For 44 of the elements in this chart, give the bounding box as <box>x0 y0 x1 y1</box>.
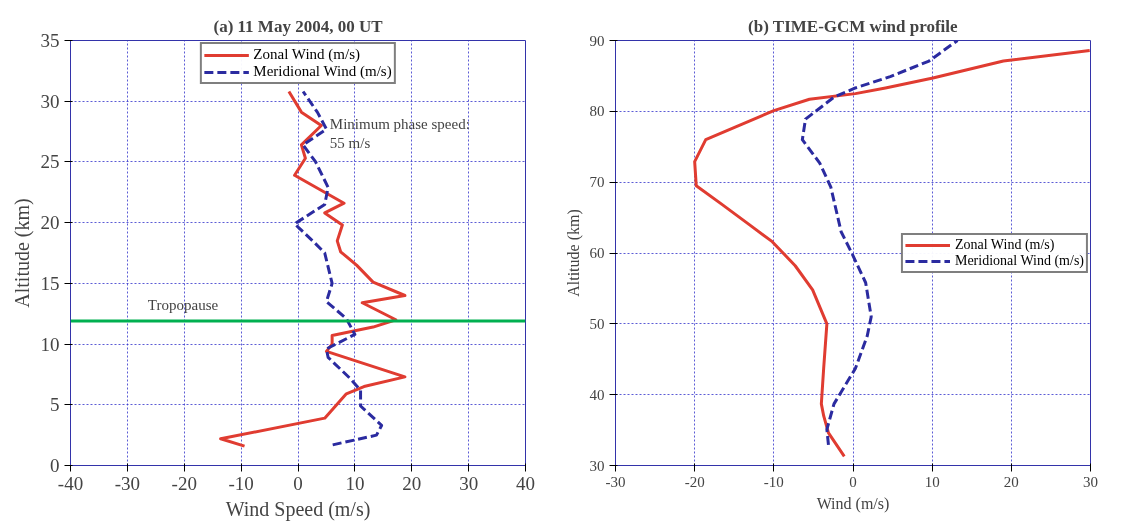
legend-label: Meridional Wind (m/s) <box>954 252 1084 269</box>
x-tick-label: -10 <box>228 472 254 494</box>
x-tick-label: 20 <box>402 472 422 494</box>
x-tick-label: 10 <box>924 473 940 490</box>
y-tick-label: 0 <box>50 455 60 476</box>
y-tick-label: 10 <box>40 333 60 355</box>
y-tick-label: 30 <box>40 90 60 112</box>
x-tick-label: -20 <box>171 472 197 494</box>
x-tick-label: 10 <box>345 472 365 494</box>
x-tick-label: -30 <box>114 472 141 494</box>
x-tick-label: 20 <box>1003 473 1019 490</box>
y-tick-label: 80 <box>589 103 605 120</box>
x-axis-title: Wind Speed (m/s) <box>225 497 371 521</box>
x-tick-label: 30 <box>459 472 479 494</box>
ref-line-label: Tropopause <box>147 297 219 313</box>
y-tick-label: 60 <box>589 245 605 261</box>
x-tick-label: -10 <box>763 473 784 490</box>
chart-title: (b) TIME-GCM wind profile <box>748 16 959 36</box>
y-tick-label: 90 <box>589 32 605 49</box>
y-tick-label: 25 <box>40 151 60 173</box>
y-tick-label: 50 <box>589 315 605 332</box>
y-tick-label: 40 <box>589 386 605 403</box>
legend-label: Zonal Wind (m/s) <box>253 46 360 63</box>
y-axis-title: Altitude (km) <box>10 198 34 308</box>
x-tick-label: 0 <box>849 473 857 490</box>
x-tick-label: 40 <box>516 472 535 494</box>
line-series <box>693 48 1091 458</box>
x-tick-label: -20 <box>684 473 705 490</box>
x-tick-label: 30 <box>1083 473 1098 490</box>
y-tick-label: 20 <box>40 212 60 234</box>
chart-title: (a) 11 May 2004, 00 UT <box>213 16 384 36</box>
x-axis-title: Wind (m/s) <box>816 494 890 513</box>
legend-label: Zonal Wind (m/s) <box>954 236 1055 253</box>
y-tick-label: 35 <box>40 30 60 51</box>
x-tick-label: 0 <box>293 472 303 494</box>
x-tick-label: -40 <box>57 472 84 494</box>
y-tick-label: 5 <box>50 394 60 416</box>
y-axis-title: Altitude (km) <box>564 209 583 297</box>
y-tick-label: 15 <box>40 272 60 294</box>
y-tick-label: 30 <box>589 457 605 474</box>
annotation: Minimum phase speed: 55 m/s <box>329 115 470 151</box>
x-tick-label: -30 <box>605 473 626 490</box>
legend-label: Meridional Wind (m/s) <box>253 63 392 80</box>
y-tick-label: 70 <box>589 174 605 191</box>
